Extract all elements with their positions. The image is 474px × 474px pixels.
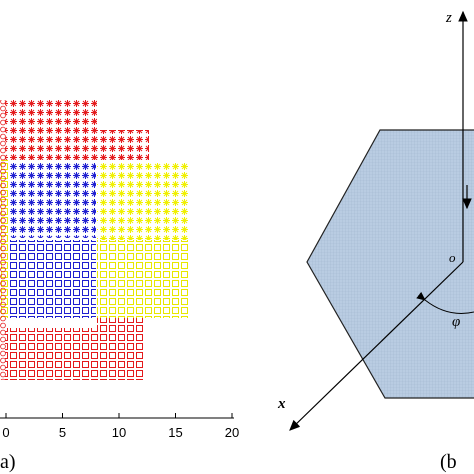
x-tick-label: 10	[112, 425, 126, 440]
x-ticks: 0 5 10 15 20	[2, 413, 239, 440]
angle-arc	[416, 291, 474, 314]
x-tick-label: 20	[225, 425, 239, 440]
x-axis-b	[289, 261, 464, 431]
x-label: x	[277, 396, 286, 412]
x-tick-label: 15	[168, 425, 182, 440]
panel-label-b: (b	[440, 451, 457, 473]
angle-label: φ	[452, 314, 460, 330]
panel-a-markers	[0, 100, 189, 380]
panel-b: z x o φ (b	[277, 10, 474, 473]
x-tick-label: 5	[59, 425, 66, 440]
z-label: z	[445, 10, 452, 26]
x-tick-label: 0	[2, 425, 9, 440]
panel-label: a)	[0, 451, 16, 473]
origin-label: o	[449, 250, 456, 265]
